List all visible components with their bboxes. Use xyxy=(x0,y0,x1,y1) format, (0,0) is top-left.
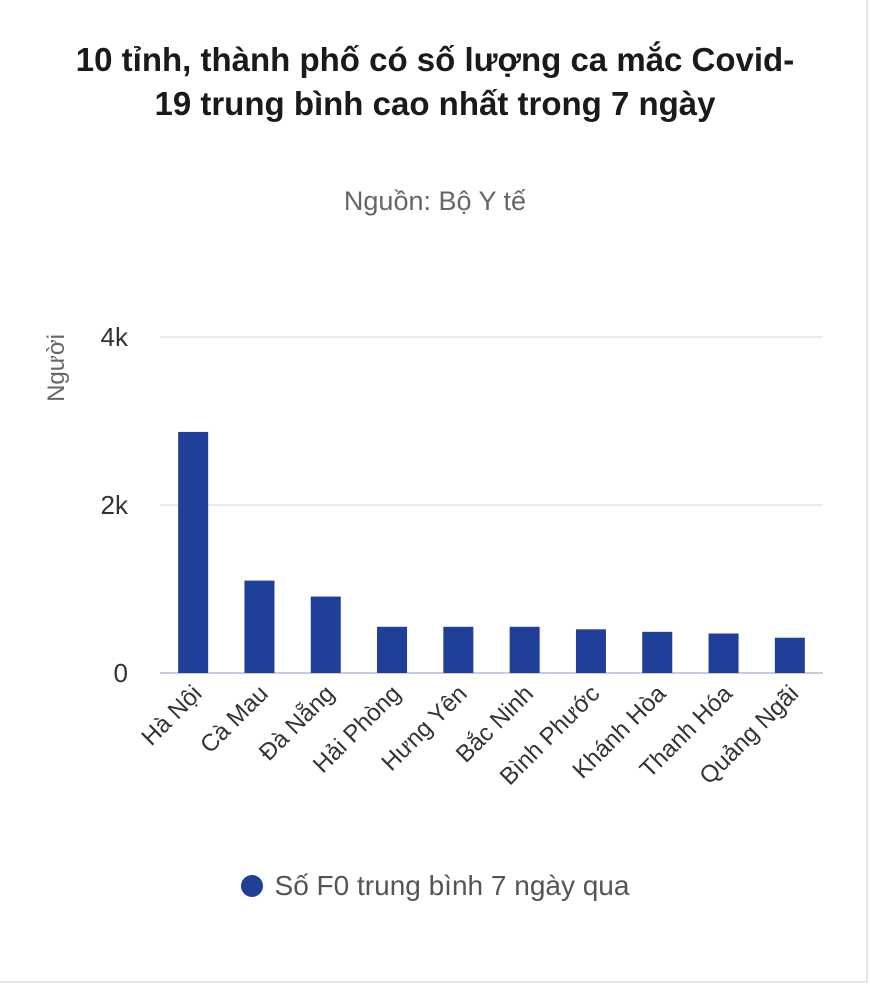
bar[interactable] xyxy=(509,626,540,673)
bar[interactable] xyxy=(774,637,805,673)
bar[interactable] xyxy=(178,431,209,673)
bar[interactable] xyxy=(575,629,606,673)
chart-subtitle: Nguồn: Bộ Y tế xyxy=(343,186,527,216)
bar[interactable] xyxy=(377,626,408,673)
legend[interactable]: Số F0 trung bình 7 ngày qua xyxy=(0,870,870,902)
y-tick-label: 0 xyxy=(114,658,128,688)
bar[interactable] xyxy=(310,596,341,673)
chart-title: 10 tỉnh, thành phố có số lượng ca mắc Co… xyxy=(75,41,795,122)
bar[interactable] xyxy=(443,626,474,673)
y-axis-label: Người xyxy=(43,334,70,402)
legend-marker xyxy=(240,875,263,897)
bar[interactable] xyxy=(244,580,275,673)
y-tick-label: 4k xyxy=(101,322,129,352)
y-tick-label: 2k xyxy=(101,490,129,520)
bar[interactable] xyxy=(708,633,739,673)
bar[interactable] xyxy=(642,631,673,673)
legend-label: Số F0 trung bình 7 ngày qua xyxy=(274,870,630,901)
bars xyxy=(178,431,805,673)
y-axis-ticks: 0 2k 4k xyxy=(101,322,129,688)
